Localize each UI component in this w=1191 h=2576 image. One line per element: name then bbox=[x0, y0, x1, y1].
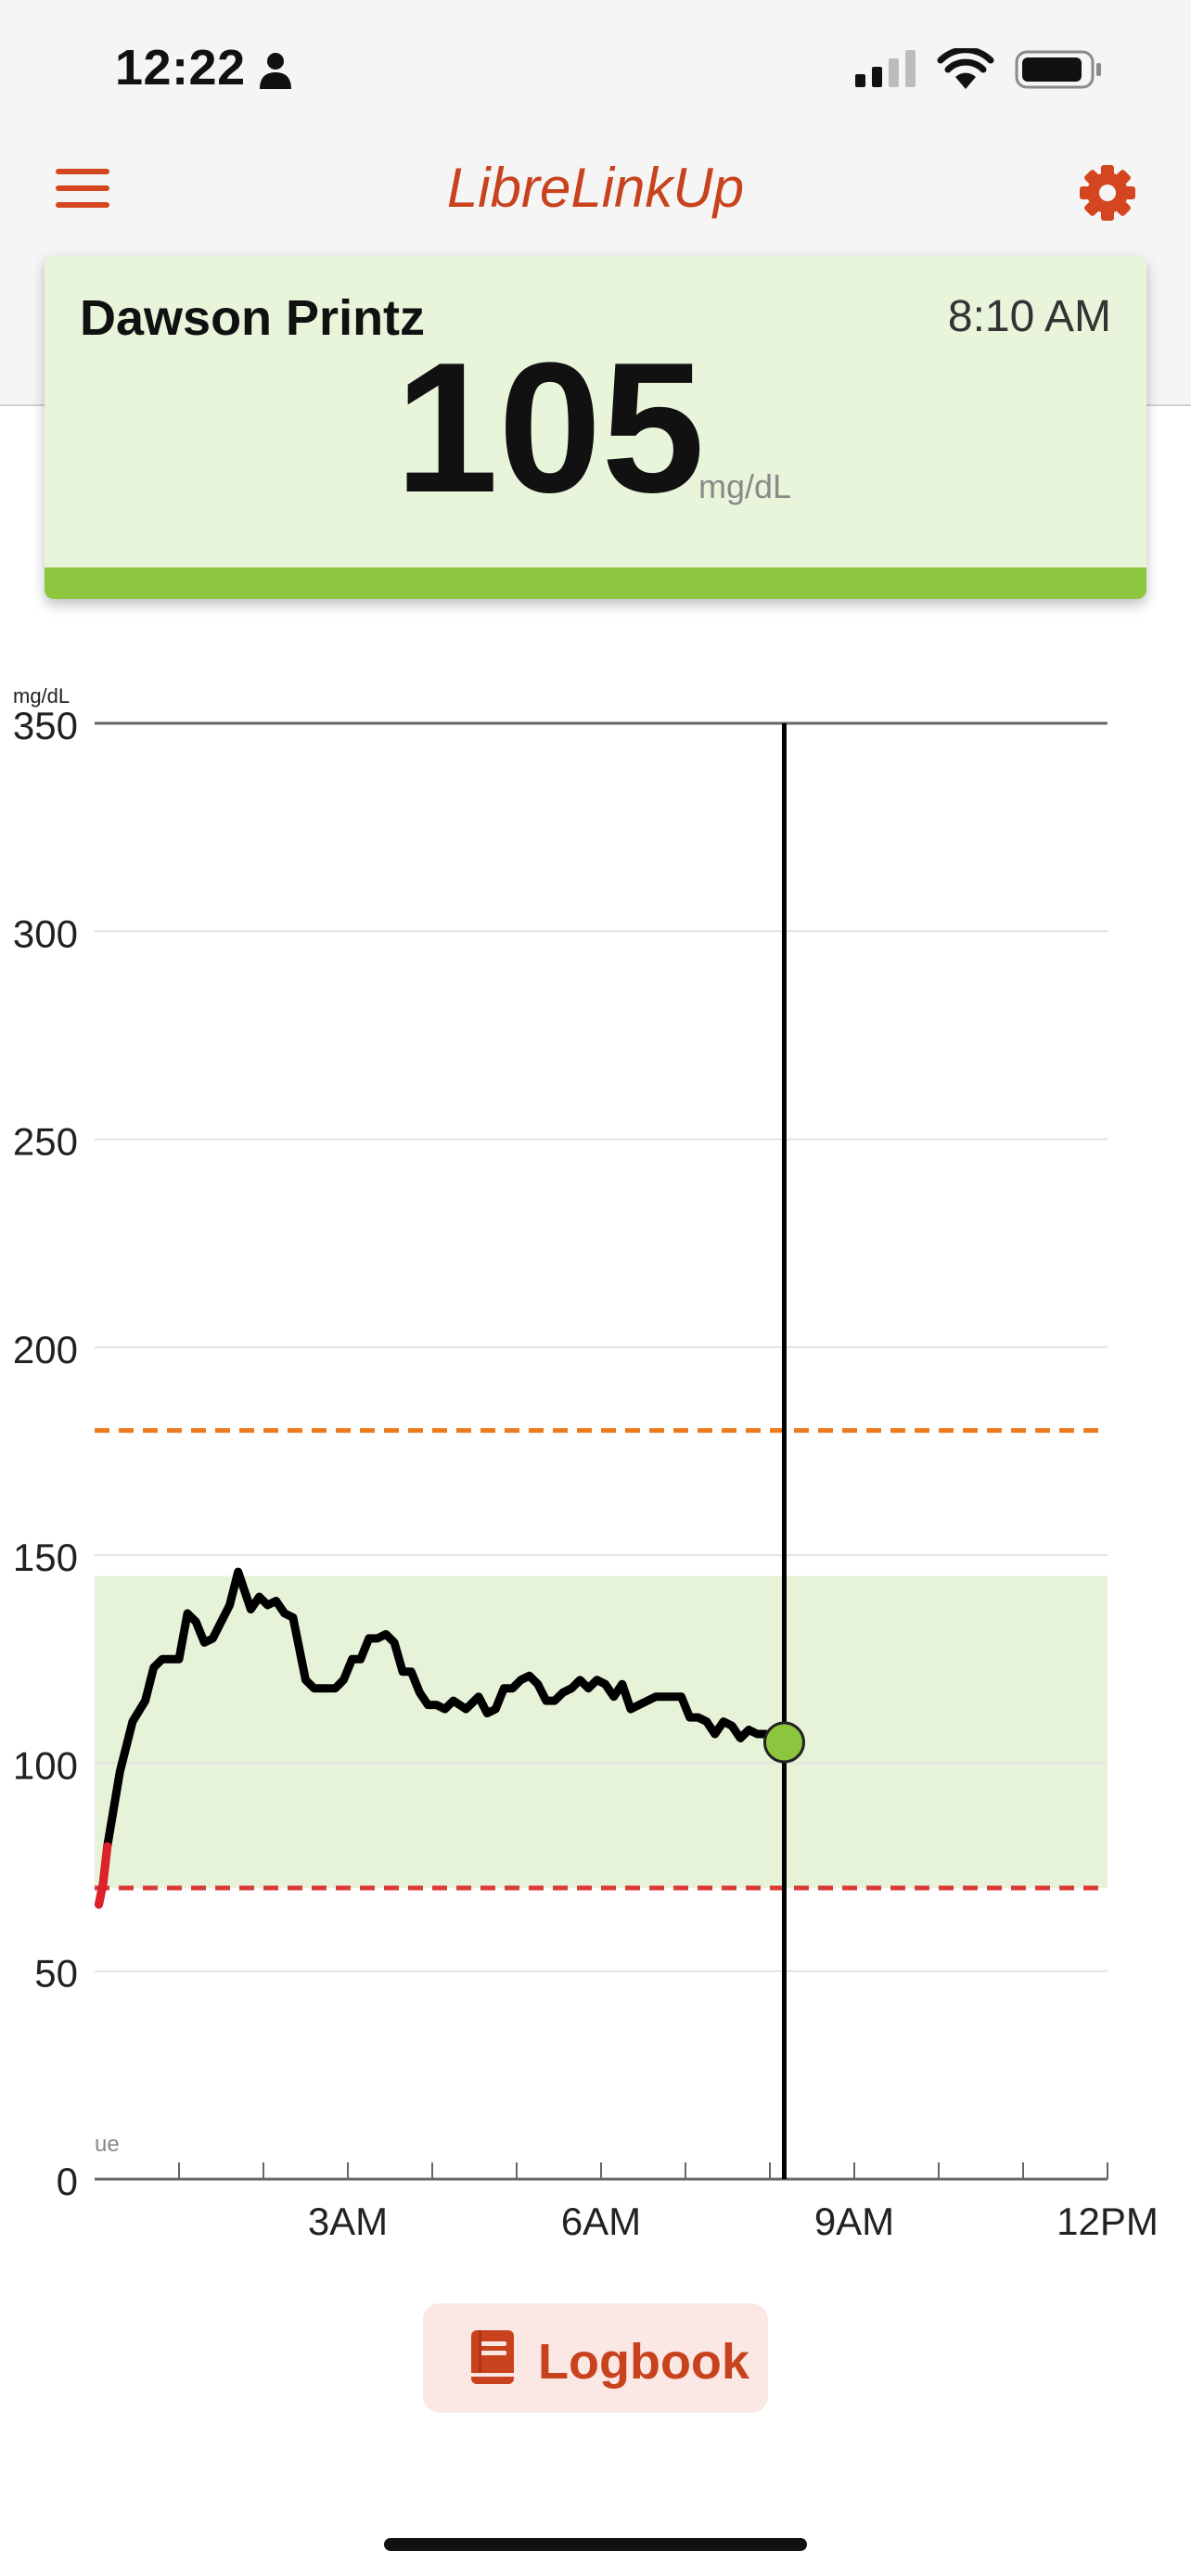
patient-glucose-card[interactable]: Dawson Printz 8:10 AM 105 mg/dL bbox=[45, 256, 1146, 599]
gear-icon[interactable] bbox=[1074, 159, 1141, 226]
menu-button[interactable] bbox=[56, 167, 113, 213]
x-tick-label-6AM: 6AM bbox=[561, 2200, 641, 2243]
patient-name: Dawson Printz bbox=[80, 290, 426, 346]
battery-icon bbox=[1015, 50, 1101, 89]
glucose-low-segment bbox=[95, 1842, 112, 1909]
logbook-icon bbox=[471, 2330, 514, 2384]
home-indicator bbox=[384, 2538, 807, 2551]
person-icon bbox=[260, 53, 291, 89]
reading-time: 8:10 AM bbox=[947, 292, 1111, 341]
logbook-label: Logbook bbox=[538, 2334, 749, 2390]
x-tick-label-9AM: 9AM bbox=[814, 2200, 894, 2243]
logbook-button[interactable]: Logbook bbox=[423, 2303, 768, 2413]
current-reading-point bbox=[762, 1721, 805, 1764]
glucose-unit: mg/dL bbox=[698, 467, 792, 505]
y-tick-label-300: 300 bbox=[13, 912, 78, 955]
y-tick-label-0: 0 bbox=[57, 2160, 78, 2203]
y-tick-label-250: 250 bbox=[13, 1120, 78, 1164]
cellular-signal-icon bbox=[855, 50, 916, 87]
x-tick-label-12PM: 12PM bbox=[1057, 2200, 1159, 2243]
wifi-icon bbox=[937, 48, 994, 89]
app-title: LibreLinkUp bbox=[446, 157, 745, 219]
status-bar-indicator bbox=[45, 567, 1146, 599]
y-tick-label-50: 50 bbox=[34, 1952, 78, 1996]
x-axis-corner-label: ue bbox=[95, 2132, 120, 2157]
x-tick-label-3AM: 3AM bbox=[308, 2200, 388, 2243]
y-tick-label-200: 200 bbox=[13, 1328, 78, 1371]
y-axis-unit-label: mg/dL bbox=[13, 684, 70, 708]
glucose-line bbox=[95, 1567, 788, 1909]
target-range-band bbox=[95, 1575, 1108, 1888]
y-tick-label-100: 100 bbox=[13, 1743, 78, 1787]
glucose-value: 105 bbox=[395, 325, 705, 531]
status-time: 12:22 bbox=[115, 40, 246, 96]
y-tick-label-150: 150 bbox=[13, 1536, 78, 1579]
y-tick-label-350: 350 bbox=[13, 704, 78, 747]
menu-icon bbox=[56, 169, 109, 174]
